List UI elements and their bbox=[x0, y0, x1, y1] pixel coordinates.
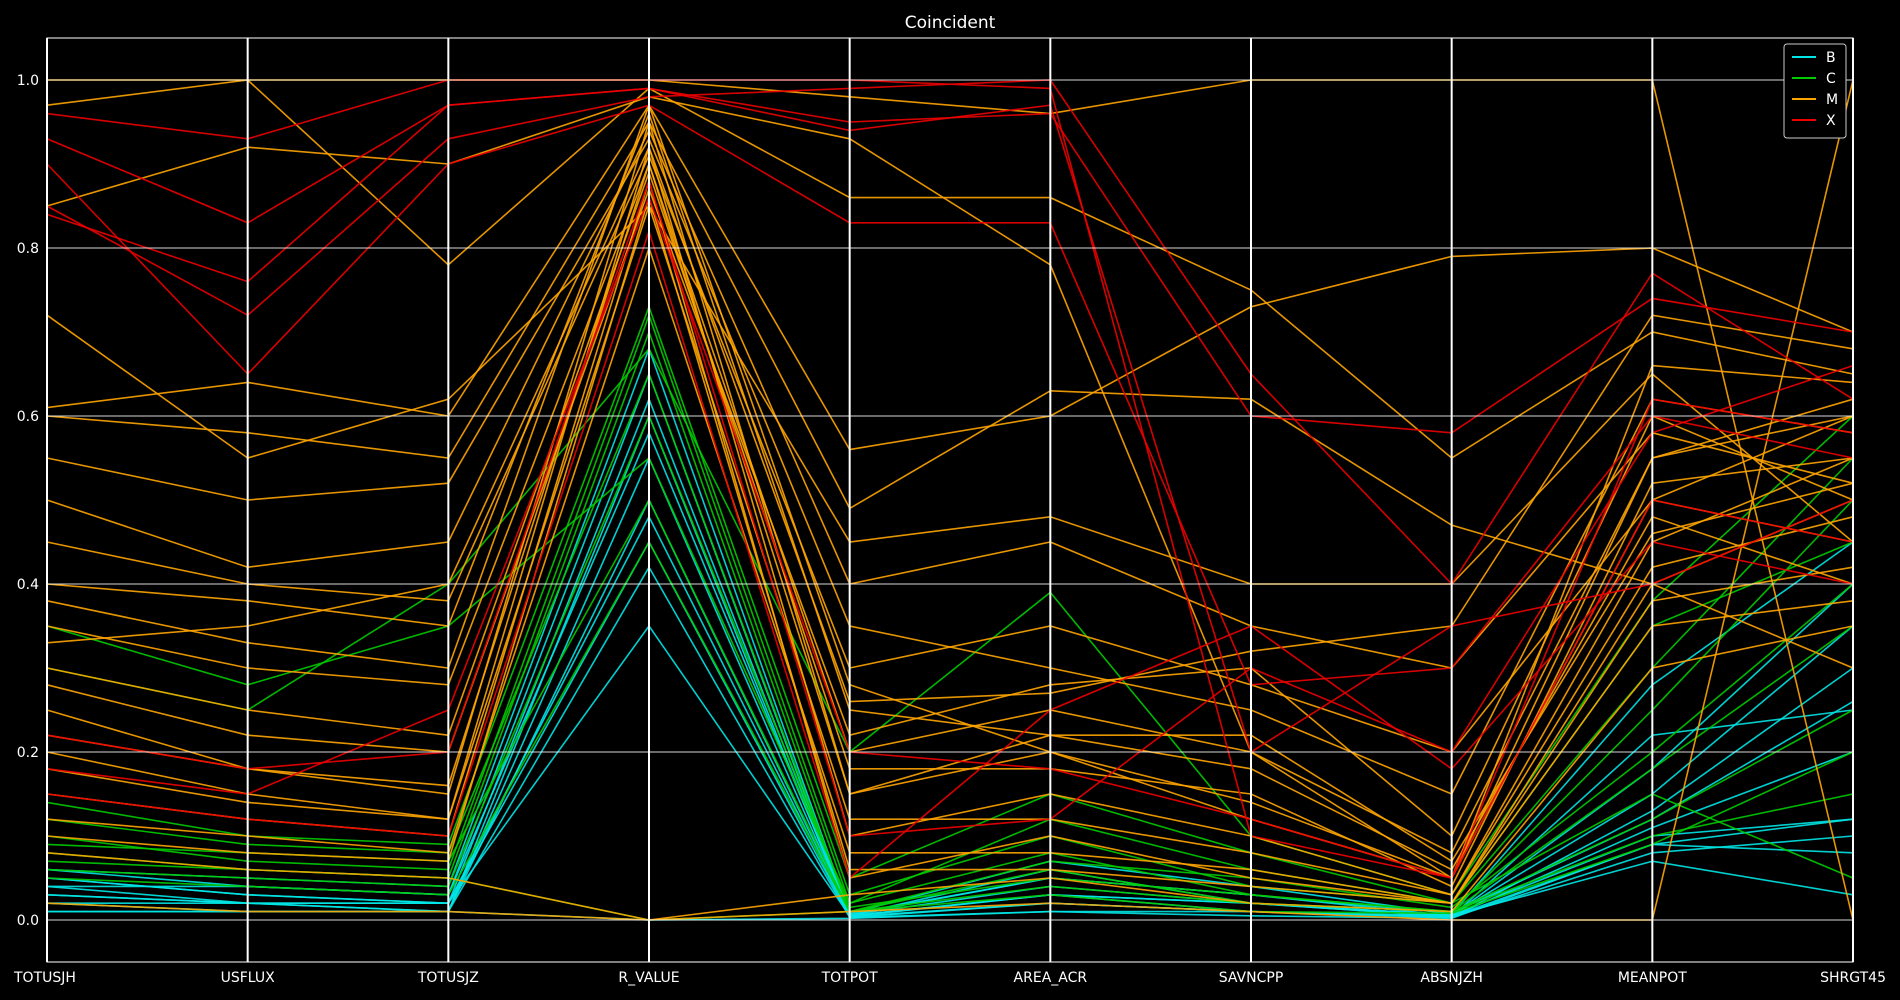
series-line-X bbox=[46, 178, 1854, 837]
y-tick-label: 1.0 bbox=[17, 73, 39, 89]
chart-title: Coincident bbox=[905, 13, 996, 33]
series-line-C bbox=[46, 540, 1854, 915]
plot-frame bbox=[46, 37, 1854, 963]
x-tick-label: TOTUSJZ bbox=[417, 970, 479, 986]
series-line-M bbox=[46, 120, 1854, 669]
series-line-M bbox=[46, 161, 1854, 863]
series-line-M bbox=[46, 169, 1854, 888]
axes: 0.0 0.2 0.4 0.6 0.8 1.0 TOTUSJH USFLUX TOTUSJZ R_… bbox=[13, 37, 1886, 986]
series-line-M bbox=[46, 79, 1854, 459]
series-line-M bbox=[46, 144, 1854, 896]
x-tick-label: USFLUX bbox=[221, 970, 276, 986]
series-line-M bbox=[46, 186, 1854, 838]
series-line-M bbox=[46, 145, 1854, 703]
series-line-X bbox=[46, 87, 1854, 754]
legend-label: M bbox=[1826, 92, 1838, 108]
series-line-M bbox=[46, 111, 1854, 871]
series-line-X bbox=[46, 79, 1854, 879]
x-tick-label: TOTUSJH bbox=[13, 970, 76, 986]
series-line-B bbox=[47, 565, 1854, 919]
series-line-M bbox=[46, 625, 1854, 921]
series-line-M bbox=[46, 204, 1854, 585]
x-tick-label: AREA_ACR bbox=[1014, 970, 1088, 986]
series-line-M bbox=[46, 102, 1854, 880]
series-line-X bbox=[46, 104, 1854, 686]
series-line-C bbox=[46, 312, 1854, 905]
x-tick-label: MEANPOT bbox=[1618, 970, 1687, 986]
series-line-C bbox=[46, 347, 1854, 896]
series-line-C bbox=[46, 413, 1854, 913]
y-tick-label: 0.8 bbox=[17, 241, 39, 257]
x-tick-label: SAVNCPP bbox=[1219, 970, 1284, 986]
x-tick-label: SHRGT45 bbox=[1820, 970, 1886, 986]
legend-label: B bbox=[1826, 50, 1836, 66]
y-tick-label: 0.6 bbox=[17, 409, 39, 425]
series-line-M bbox=[46, 203, 1854, 896]
y-tick-label: 0.0 bbox=[17, 913, 39, 929]
series-line-M bbox=[46, 95, 1854, 880]
series-line-M bbox=[46, 194, 1854, 905]
x-tick-label: R_VALUE bbox=[618, 970, 679, 986]
y-tick-label: 0.4 bbox=[17, 577, 39, 593]
series-line-M bbox=[46, 128, 1854, 669]
series-line-B bbox=[46, 515, 1854, 918]
y-tick-label: 0.2 bbox=[17, 745, 39, 761]
series-line-X bbox=[46, 228, 1854, 880]
x-tick-label: TOTPOT bbox=[821, 970, 879, 986]
legend-label: X bbox=[1826, 113, 1836, 129]
x-tick-label: ABSNJZH bbox=[1420, 970, 1483, 986]
legend-box bbox=[1783, 43, 1847, 139]
series-lines bbox=[46, 79, 1854, 921]
legend-label: C bbox=[1826, 71, 1836, 87]
series-line-M bbox=[46, 103, 1854, 451]
